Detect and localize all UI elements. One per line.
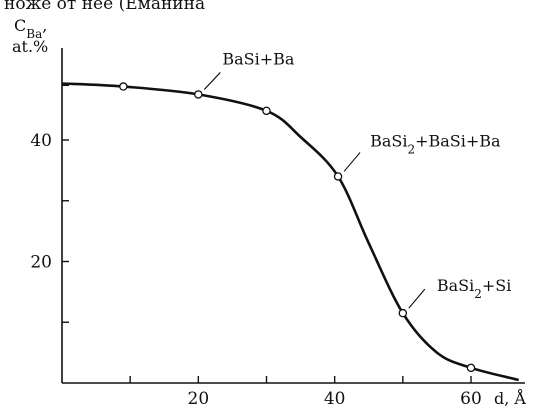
data-point [333,172,343,181]
data-point [398,308,408,318]
annotation-basi2-basi-ba-leader [343,152,361,172]
annotation-basi2-basi-ba-rest: +BaSi+Ba [415,131,501,150]
data-point [262,106,271,116]
x-tick-label: 20 [188,389,210,407]
annotation-basi2-si-main: BaSi [437,276,474,295]
annotation-basi2-basi-ba: BaSi2+BaSi+Ba [370,131,501,156]
annotation-basi2-basi-ba-sub: 2 [407,142,415,156]
point-layer [119,82,476,373]
y-axis-label-main: C [14,16,26,35]
annotation-basi2-si-rest: +Si [482,276,511,295]
annotation-basi2-si-sub: 2 [474,287,482,301]
curve-layer [61,82,520,382]
annotation-basi-ba-leader [203,72,221,90]
data-point [119,82,128,91]
x-tick-label: 60 [460,389,482,407]
y-tick-label: 20 [30,253,52,273]
data-point [194,90,203,99]
annotation-basi2-si-leader [408,288,426,309]
annotation-basi2-basi-ba-main: BaSi [370,131,407,150]
data-curve [61,82,520,382]
x-axis-label: d, Å [494,388,526,407]
axes [61,48,525,384]
ticks [62,84,472,383]
annotation-basi-ba: BaSi+Ba [222,49,295,68]
y-tick-label: 40 [30,131,52,151]
data-point [466,363,476,373]
y-axis-label-sub: Ba [26,27,42,41]
annotation-basi-ba-main: BaSi+Ba [222,49,295,68]
y-axis-label: CBa, [14,16,47,41]
x-tick-label: 40 [324,389,346,407]
y-axis-label-suffix: , [42,16,47,35]
y-axis-unit: at.% [12,37,48,56]
annotation-basi2-si: BaSi2+Si [437,276,512,301]
top-caption: ноже от нее (Еманина [4,0,205,14]
